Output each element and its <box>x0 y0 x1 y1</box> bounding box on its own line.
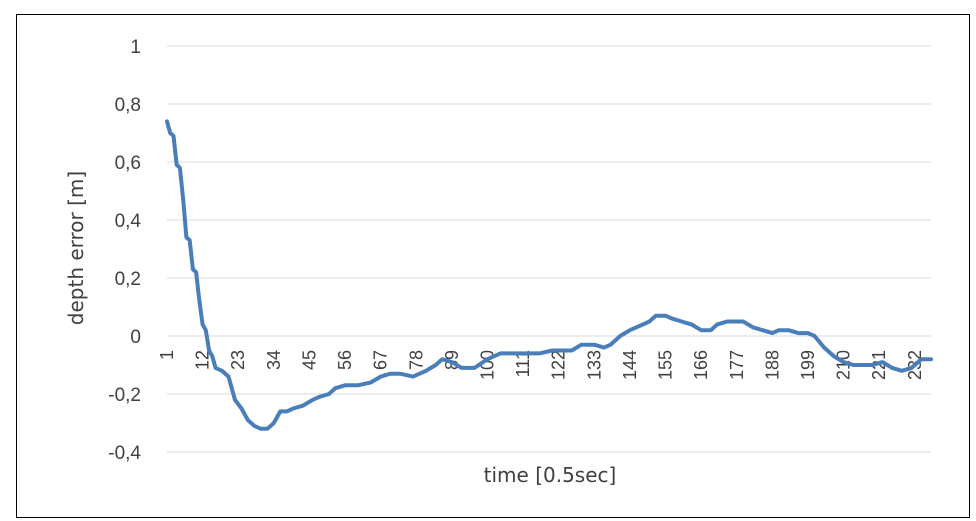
x-tick-label: 45 <box>299 350 319 370</box>
x-tick-label: 23 <box>228 350 248 370</box>
y-axis-title: depth error [m] <box>64 171 88 325</box>
x-tick-label: 144 <box>620 350 640 380</box>
x-tick-label: 155 <box>656 350 676 380</box>
y-tick-label: 0,8 <box>115 95 141 116</box>
x-tick-label: 133 <box>584 350 604 380</box>
x-tick-label: 67 <box>371 350 391 370</box>
gridlines <box>167 45 931 453</box>
x-tick-label: 78 <box>406 350 426 370</box>
y-tick-label: 0,4 <box>115 211 142 232</box>
x-tick-label: 188 <box>762 350 782 380</box>
y-tick-label: 0,2 <box>115 269 141 290</box>
x-tick-label: 122 <box>549 350 569 380</box>
x-axis-title: time [0.5sec] <box>484 463 617 487</box>
x-tick-label: 34 <box>264 350 284 370</box>
y-tick-label: 1 <box>130 37 141 58</box>
y-tick-label: 0,6 <box>115 153 141 174</box>
chart-frame <box>16 14 970 518</box>
x-tick-label: 1 <box>157 350 177 360</box>
x-tick-label: 199 <box>798 350 818 380</box>
series-line <box>165 119 933 431</box>
y-tick-label: -0,4 <box>108 443 141 464</box>
y-tick-label: 0 <box>130 327 141 348</box>
y-axis-tick-labels: 1 0,8 0,6 0,4 0,2 0 -0,2 -0,4 <box>108 37 141 464</box>
y-tick-label: -0,2 <box>108 385 141 406</box>
x-tick-label: 177 <box>727 350 747 380</box>
x-tick-label: 166 <box>691 350 711 380</box>
x-tick-label: 56 <box>335 350 355 370</box>
x-tick-label: 111 <box>513 350 533 377</box>
x-tick-label: 12 <box>193 350 213 370</box>
